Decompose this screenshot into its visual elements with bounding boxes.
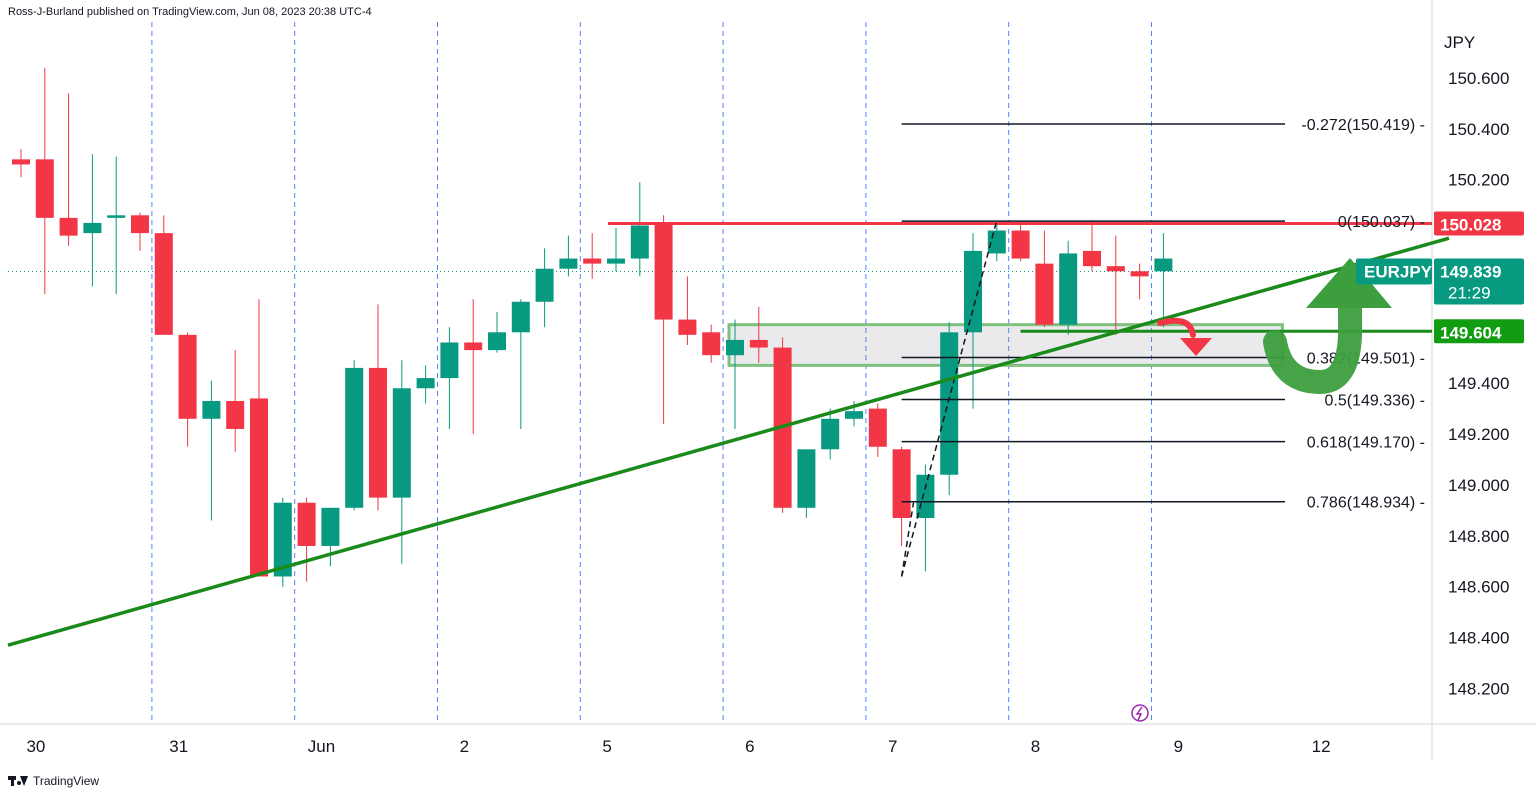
candle-body <box>987 230 1006 254</box>
candle-body <box>1035 263 1054 325</box>
fib-level-label: 0.786(148.934) - <box>1307 495 1425 512</box>
candle-body <box>297 502 316 546</box>
candle-body <box>345 367 364 508</box>
publisher-line: Ross-J-Burland published on TradingView.… <box>8 6 372 18</box>
x-tick-label: 8 <box>1031 737 1040 756</box>
lightning-icon <box>1131 704 1149 722</box>
candle-body <box>154 233 173 335</box>
down-arrow-head-icon <box>1180 338 1212 356</box>
countdown-label: 21:29 <box>1448 284 1491 303</box>
candle-body <box>511 301 530 333</box>
fib-anchor-line <box>900 220 998 577</box>
candle-body <box>654 222 673 320</box>
candle-body <box>178 334 197 419</box>
candle-body <box>726 339 744 356</box>
candle-body <box>464 342 483 351</box>
candle-body <box>1083 250 1101 267</box>
x-tick-label: Jun <box>308 737 335 756</box>
candle-body <box>630 225 649 259</box>
candle-body <box>892 449 911 518</box>
candle-body <box>392 388 411 498</box>
fib-level-label: 0(150.037) - <box>1338 214 1425 231</box>
y-tick-label: 149.200 <box>1448 425 1509 444</box>
x-tick-label: 6 <box>745 737 754 756</box>
candle-body <box>488 332 506 351</box>
candle-body <box>964 250 982 333</box>
candle-body <box>250 398 268 577</box>
symbol-tag <box>1356 258 1432 285</box>
y-tick-label: 150.200 <box>1448 171 1509 190</box>
x-tick-label: 5 <box>602 737 611 756</box>
candle-body <box>416 378 435 389</box>
price-tag <box>1434 211 1524 236</box>
down-arrow-icon <box>1157 317 1196 338</box>
candle-body <box>1106 266 1125 272</box>
candle-body <box>321 507 340 546</box>
x-tick-label: 9 <box>1174 737 1183 756</box>
lightning-bolt-icon <box>1135 706 1143 721</box>
candle-body <box>535 268 554 302</box>
last-price-label: 149.839 <box>1440 263 1501 282</box>
candle-body <box>1059 253 1078 325</box>
y-tick-label: 149.400 <box>1448 374 1509 393</box>
y-tick-label: 150.400 <box>1448 120 1509 139</box>
candle-body <box>226 400 245 429</box>
u-turn-arrow-icon <box>1263 288 1363 395</box>
tradingview-logo-icon <box>8 775 28 787</box>
fib-level-label: 0.5(149.336) - <box>1324 392 1425 409</box>
candle-body <box>369 367 387 498</box>
footer-brand-text: TradingView <box>33 774 100 788</box>
y-tick-label: 148.600 <box>1448 578 1509 597</box>
candle-body <box>916 474 935 518</box>
candle-body <box>702 332 721 356</box>
candle-body <box>1154 258 1173 272</box>
candle-body <box>845 411 863 419</box>
x-tick-label: 12 <box>1312 737 1331 756</box>
x-tick-label: 2 <box>460 737 469 756</box>
candle-body <box>940 332 959 475</box>
candle-body <box>35 159 54 218</box>
candle-body <box>131 215 149 234</box>
price-tag-label: 150.028 <box>1440 215 1501 234</box>
candle-body <box>607 258 625 264</box>
candle-body <box>559 258 578 269</box>
price-tag <box>1434 319 1524 344</box>
y-tick-label: 148.800 <box>1448 527 1509 546</box>
candle-body <box>1130 271 1149 277</box>
ascending-trendline <box>7 236 1450 647</box>
candle-body <box>83 222 102 234</box>
y-tick-label: 148.200 <box>1448 679 1509 698</box>
fib-level-label: -0.272(150.419) - <box>1301 117 1425 134</box>
footer-brand[interactable]: TradingView <box>8 774 99 788</box>
candle-body <box>12 159 30 165</box>
candle-body <box>107 215 126 218</box>
y-tick-label: 150.600 <box>1448 69 1509 88</box>
x-tick-label: 31 <box>169 737 188 756</box>
candle-body <box>1011 230 1030 259</box>
fib-level-label: 0.618(149.170) - <box>1307 435 1425 452</box>
candle-body <box>821 418 840 450</box>
candle-body <box>202 400 221 419</box>
fib-level-label: 0.382(149.501) - <box>1307 350 1425 367</box>
candle-body <box>59 217 78 236</box>
u-turn-arrow-head-icon <box>1306 258 1392 308</box>
symbol-tag-label: EURJPY <box>1364 263 1433 282</box>
y-tick-label: 149.000 <box>1448 476 1509 495</box>
last-price-tag <box>1434 258 1524 305</box>
fib-anchor-line <box>900 502 915 577</box>
currency-label: JPY <box>1444 33 1475 52</box>
x-tick-label: 30 <box>26 737 45 756</box>
candle-body <box>273 502 292 577</box>
candle-body <box>678 319 697 335</box>
candle-body <box>749 339 768 348</box>
price-tag-label: 149.604 <box>1440 323 1502 342</box>
x-tick-label: 7 <box>888 737 897 756</box>
candle-body <box>797 449 816 508</box>
candle-body <box>868 408 887 447</box>
candle-body <box>440 342 459 379</box>
candle-body <box>583 258 602 264</box>
y-tick-label: 148.400 <box>1448 629 1509 648</box>
